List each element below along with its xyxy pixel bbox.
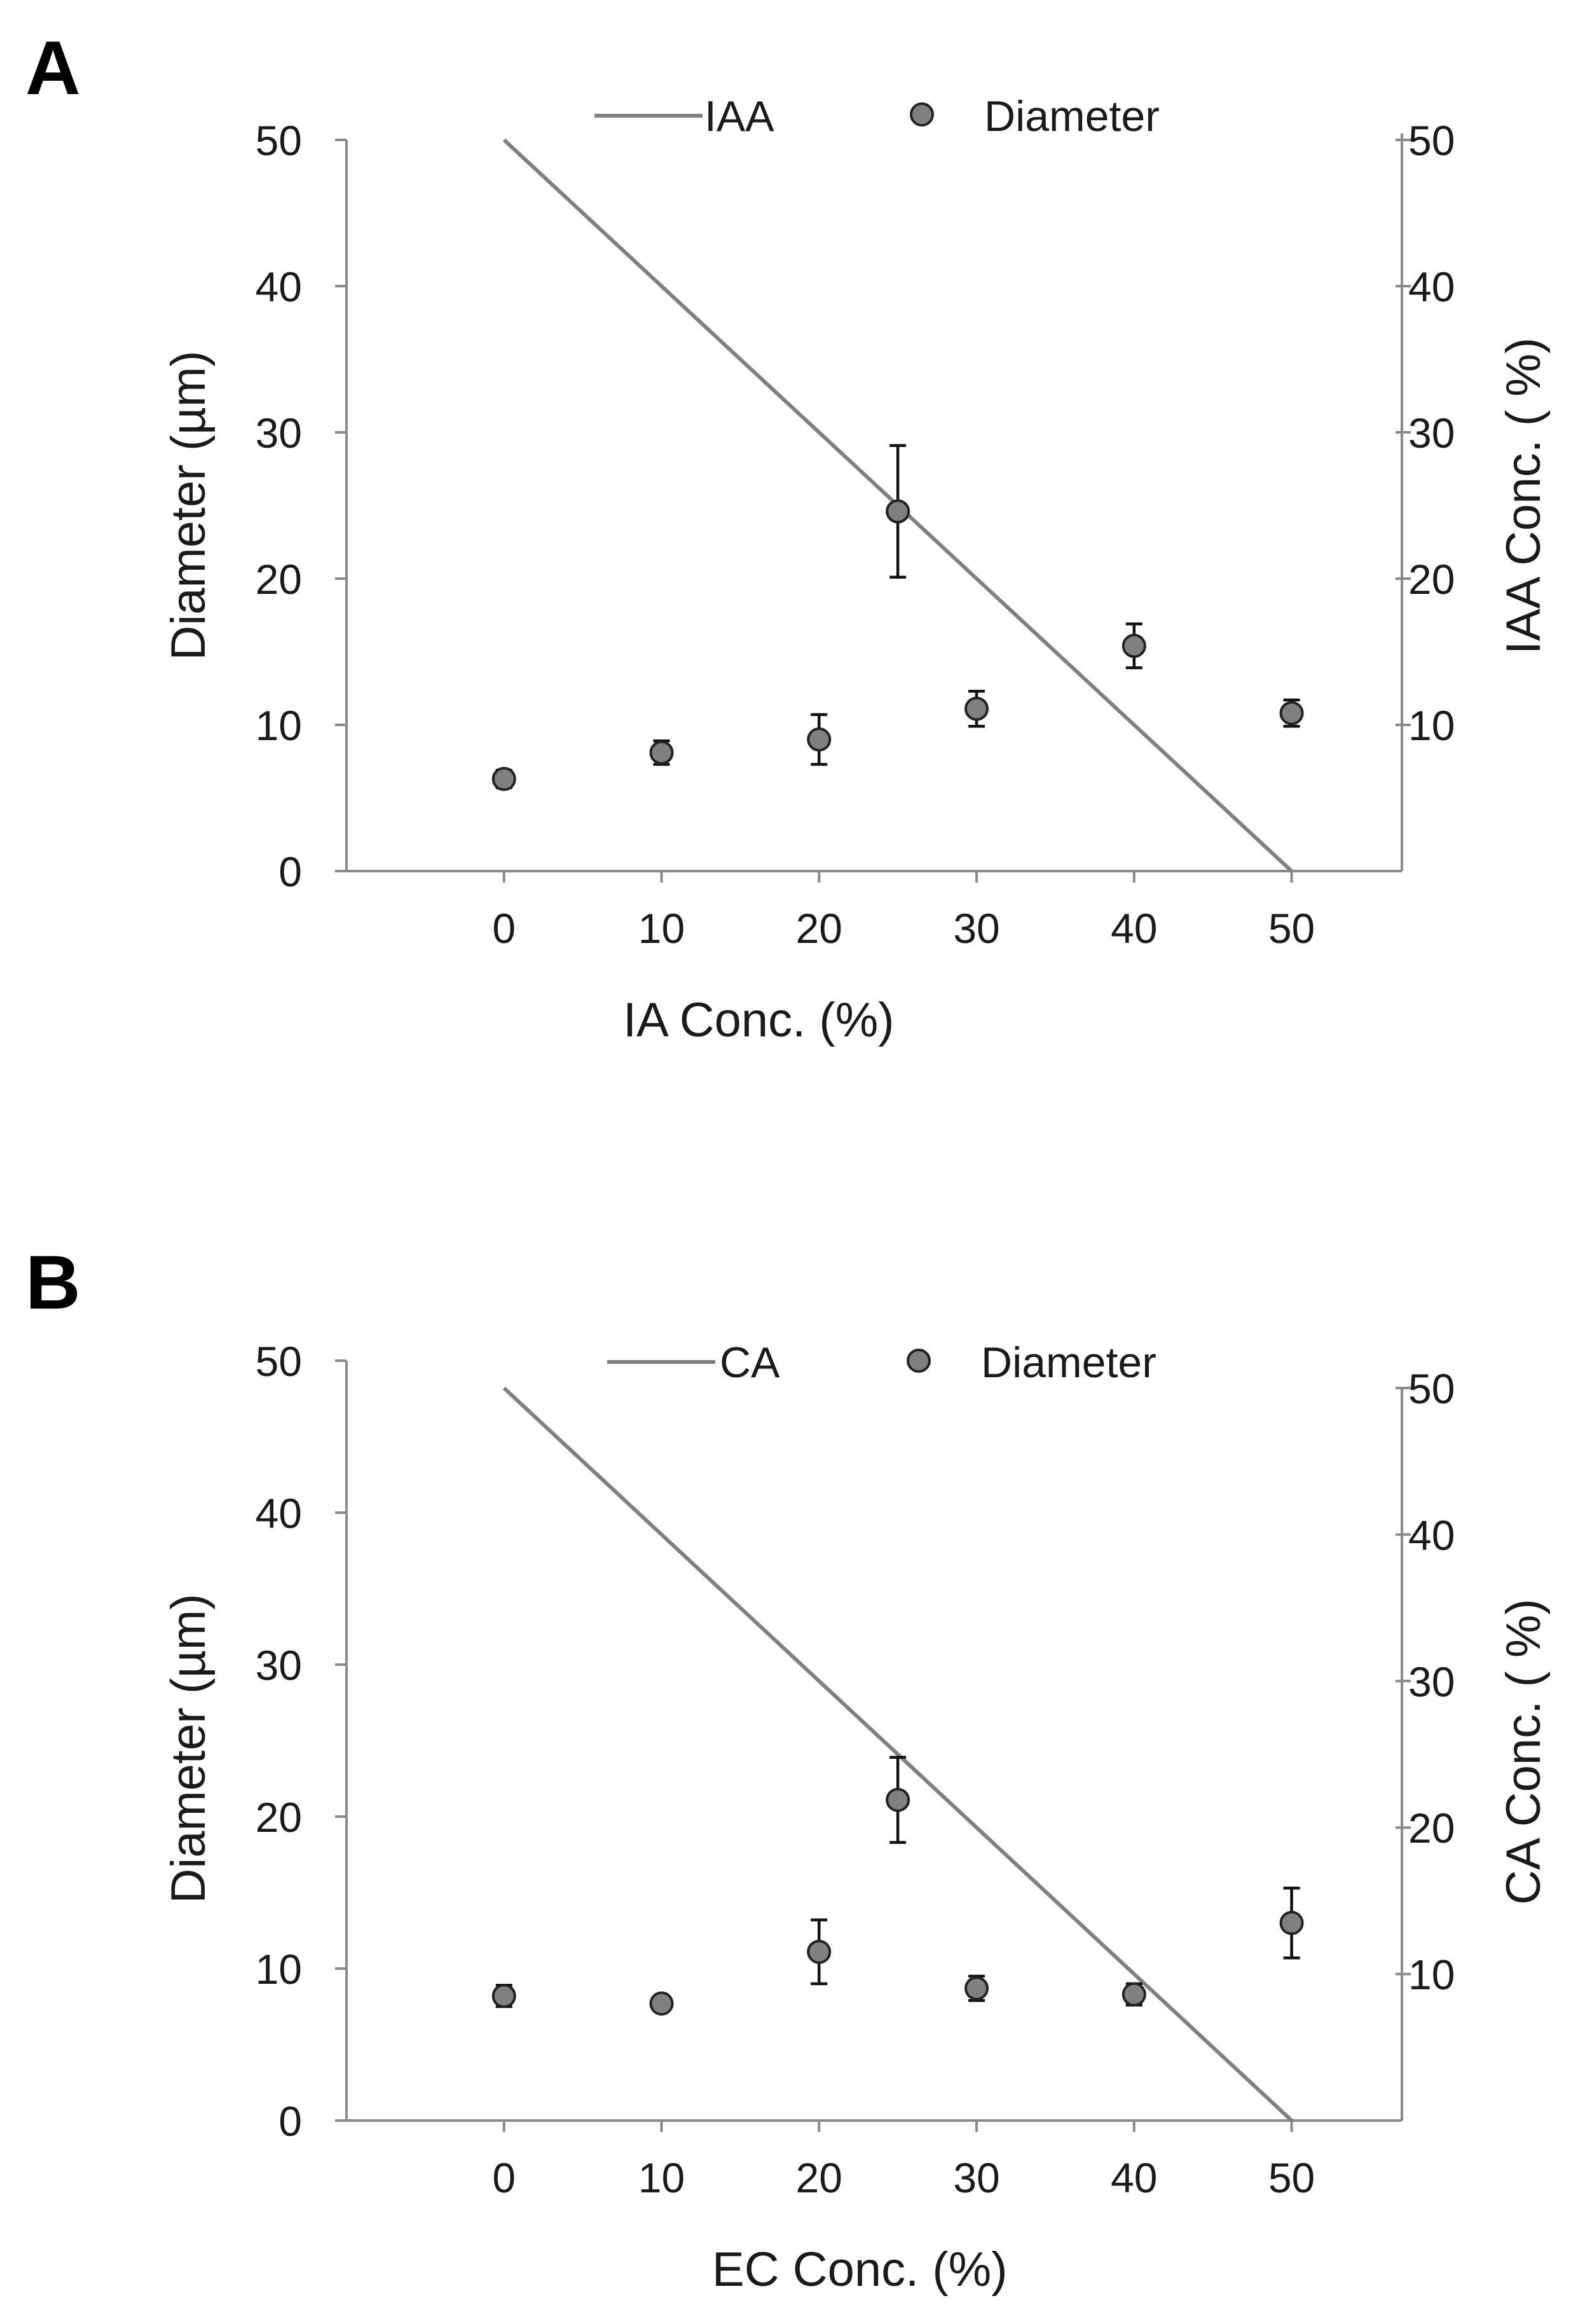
panel-b-diameter-point-2 [807, 1939, 832, 1964]
panel-b-y2-tick-label-0: 10 [1408, 1951, 1455, 1998]
panel-b-y-tick-label-2: 20 [256, 1794, 302, 1841]
panel-b-x-axis-title: EC Conc. (%) [712, 2243, 1008, 2297]
panel-a-diameter-point-2 [807, 727, 832, 752]
panel-a-x-tick-label-2: 20 [796, 905, 842, 952]
panel-b-axes [345, 1361, 1403, 2122]
panel-b-y-tick-label-5: 50 [256, 1338, 302, 1385]
panel-a-legend-marker-swatch [910, 102, 934, 127]
panel-a-diameter-point-1 [649, 740, 674, 765]
panel-b-series-line-ca [502, 1386, 1293, 2122]
panel-a-letter: A [25, 25, 81, 111]
panel-b-y2-tick-label-2: 30 [1408, 1658, 1455, 1705]
panel-b-legend-line-label: CA [720, 1338, 780, 1387]
panel-a-y-tick-label-1: 10 [256, 702, 302, 749]
panel-a-diameter-point-5 [1122, 633, 1146, 658]
panel-a-diameter-point-3 [886, 499, 910, 524]
panel-a-diameter-point-4 [964, 696, 989, 721]
panel-b-legend-marker-swatch [907, 1349, 931, 1373]
panel-b-y2-axis-title: CA Conc. ( %) [1497, 1599, 1551, 1904]
panel-b-diameter-point-1 [649, 1991, 674, 2016]
panel-a-x-tick-label-3: 30 [953, 905, 999, 952]
panel-b-y-axis-title: Diameter (µm) [161, 1593, 216, 1903]
panel-a-diameter-point-0 [491, 767, 516, 792]
panel-a-y-tick-label-3: 30 [256, 409, 302, 457]
panel-a-y2-axis-title: IAA Conc. ( %) [1497, 338, 1551, 654]
panel-b-x-tick-label-4: 40 [1111, 2154, 1157, 2201]
panel-a-legend: IAA Diameter [594, 92, 1160, 141]
panel-b-diameter-point-3 [886, 1787, 910, 1812]
panel-b-legend-marker-label: Diameter [981, 1338, 1156, 1387]
panel-a-y-tick-label-4: 40 [256, 263, 302, 310]
panel-a-y2-tick-label-2: 30 [1408, 409, 1455, 457]
panel-a-y-tick-label-2: 20 [256, 556, 302, 603]
panel-b-diameter-point-5 [1122, 1982, 1146, 2007]
panel-a-y-axis-title: Diameter (µm) [161, 350, 216, 660]
panel-a-legend-line-label: IAA [704, 92, 774, 141]
panel-a-diameter-point-6 [1279, 701, 1304, 725]
panel-a-y2-tick-label-3: 40 [1408, 263, 1455, 310]
panel-b-diameter-point-6 [1279, 1911, 1304, 1936]
panel-b-x-tick-label-0: 0 [492, 2154, 516, 2201]
panel-a: A IAA Diameter 0 10 20 30 40 50 10 20 30 40 50 0 1… [25, 25, 1551, 1047]
panel-a-x-axis-title: IA Conc. (%) [623, 993, 895, 1047]
panel-a-y-tick-label-0: 0 [278, 848, 302, 895]
panel-b-diameter-point-4 [964, 1976, 989, 2001]
panel-a-y-tick-label-5: 50 [256, 117, 302, 164]
panel-b-x-tick-label-1: 10 [638, 2154, 685, 2201]
panel-b-legend: CA Diameter [607, 1338, 1156, 1387]
panel-b-y-tick-label-1: 10 [256, 1946, 302, 1993]
panel-a-x-tick-label-1: 10 [638, 905, 685, 952]
panel-b-x-tick-label-2: 20 [796, 2154, 842, 2201]
panel-b-y2-tick-label-4: 50 [1408, 1365, 1455, 1412]
panel-b-y-tick-label-3: 30 [256, 1642, 302, 1689]
panel-b-diameter-point-0 [491, 1984, 516, 2009]
panel-b-x-tick-label-3: 30 [953, 2154, 999, 2201]
panel-a-y2-tick-label-4: 50 [1408, 117, 1455, 164]
panel-a-x-tick-label-5: 50 [1268, 905, 1315, 952]
panel-b-y-tick-label-0: 0 [278, 2098, 302, 2145]
panel-a-x-tick-label-4: 40 [1111, 905, 1157, 952]
panel-a-y2-tick-label-1: 20 [1408, 556, 1455, 603]
panel-a-y2-tick-label-0: 10 [1408, 702, 1455, 749]
panel-b-letter: B [25, 1240, 81, 1325]
panel-b: B CA Diameter 0 10 20 30 40 50 10 20 30 40 50 0 10… [25, 1240, 1551, 2297]
panel-b-y-tick-label-4: 40 [256, 1490, 302, 1537]
panel-a-axes [345, 134, 1403, 872]
panel-a-x-tick-label-0: 0 [492, 905, 516, 952]
panel-b-y2-tick-label-3: 40 [1408, 1511, 1455, 1558]
panel-a-legend-marker-label: Diameter [984, 92, 1160, 141]
panel-b-y2-tick-label-1: 20 [1408, 1805, 1455, 1852]
panel-b-x-tick-label-5: 50 [1268, 2154, 1315, 2201]
